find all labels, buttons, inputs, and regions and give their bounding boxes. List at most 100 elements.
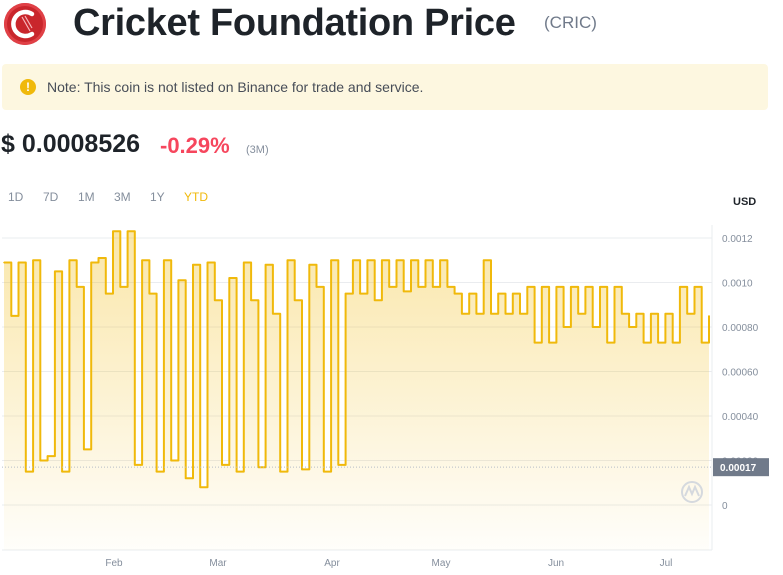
data-point (432, 286, 434, 288)
data-point (621, 312, 623, 315)
data-point (555, 286, 558, 288)
data-point (206, 261, 209, 264)
data-point (497, 292, 500, 295)
data-point (17, 261, 20, 264)
data-point (3, 261, 5, 264)
data-point (141, 259, 143, 261)
data-point (330, 259, 332, 261)
data-point (373, 299, 376, 302)
data-point (599, 286, 601, 288)
data-point (453, 292, 456, 295)
current-price-label: 0.00017 (720, 463, 757, 474)
data-point (439, 259, 441, 261)
data-point (366, 259, 369, 261)
data-point (475, 312, 478, 315)
data-point (700, 341, 703, 344)
data-point (148, 292, 151, 295)
data-point (381, 259, 383, 261)
data-point (163, 259, 165, 261)
data-point (155, 470, 158, 473)
data-point (606, 341, 608, 344)
data-point (25, 470, 27, 473)
data-point (293, 299, 296, 302)
data-point (337, 464, 340, 466)
data-point (184, 477, 187, 480)
price-change: -0.29% (160, 133, 230, 158)
data-point (512, 292, 514, 295)
data-point (199, 486, 201, 489)
data-point (388, 286, 391, 288)
tab-7d[interactable]: 7D (43, 190, 59, 204)
y-tick-label: 0.00080 (722, 323, 759, 334)
data-point (301, 468, 303, 471)
data-point (46, 455, 49, 457)
data-point (83, 448, 85, 451)
x-tick-label: Mar (209, 558, 227, 569)
current-price-marker (713, 458, 769, 477)
data-point (250, 299, 252, 302)
data-point (235, 470, 238, 473)
data-point (90, 261, 92, 264)
data-point (686, 312, 688, 315)
data-point (10, 315, 13, 317)
price-area (4, 231, 709, 551)
x-tick-label: Apr (324, 558, 340, 569)
data-point (650, 312, 652, 315)
y-tick-label: 0.0012 (722, 234, 753, 245)
data-point (570, 286, 572, 288)
current-price: $ 0.0008526 (1, 130, 141, 158)
tab-1m[interactable]: 1M (78, 190, 95, 204)
data-point (548, 341, 550, 344)
data-point (708, 315, 710, 317)
tab-1d[interactable]: 1D (8, 190, 24, 204)
data-point (192, 263, 194, 266)
tab-1y[interactable]: 1Y (150, 190, 165, 204)
data-point (264, 263, 267, 266)
data-point (613, 286, 616, 288)
data-point (446, 286, 449, 288)
data-point (221, 464, 223, 466)
cricket-foundation-logo (4, 3, 46, 45)
data-point (417, 286, 420, 288)
watermark-icon-mark (684, 484, 700, 497)
data-point (628, 326, 630, 328)
data-point (352, 259, 354, 261)
data-point (591, 326, 594, 328)
data-point (635, 312, 638, 315)
tab-3m[interactable]: 3M (114, 190, 131, 204)
coin-symbol: (CRIC) (544, 13, 597, 32)
exclamation-icon: ! (20, 79, 36, 95)
page-header: Cricket Foundation Price (CRIC) (0, 0, 783, 52)
data-point (68, 259, 71, 261)
data-point (272, 312, 274, 315)
data-point (410, 259, 412, 261)
data-point (642, 341, 645, 344)
data-point (482, 259, 485, 261)
data-point (315, 286, 318, 288)
data-point (577, 312, 579, 315)
data-point (533, 341, 536, 344)
y-tick-label: 0.00060 (722, 368, 759, 379)
page-title: Cricket Foundation Price (73, 2, 516, 44)
data-point (664, 312, 667, 315)
change-period: (3M) (246, 144, 269, 156)
data-point (657, 341, 659, 344)
watermark-icon (681, 481, 703, 503)
price-chart[interactable]: 0.00120.00100.000800.000600.000400.00020… (0, 215, 783, 575)
tab-ytd[interactable]: YTD (184, 190, 208, 204)
y-tick-label: 0 (722, 501, 728, 512)
data-point (504, 312, 507, 315)
data-point (228, 277, 231, 279)
data-point (243, 261, 245, 264)
data-point (32, 259, 34, 261)
y-tick-label: 0.0010 (722, 279, 753, 290)
data-point (584, 286, 587, 288)
y-tick-label: 0.00040 (722, 412, 759, 423)
data-point (97, 257, 100, 259)
data-point (39, 459, 42, 462)
data-point (519, 312, 521, 315)
data-point (693, 286, 696, 288)
notice-text: Note: This coin is not listed on Binance… (47, 79, 424, 95)
data-point (526, 286, 529, 288)
data-point (112, 230, 114, 233)
